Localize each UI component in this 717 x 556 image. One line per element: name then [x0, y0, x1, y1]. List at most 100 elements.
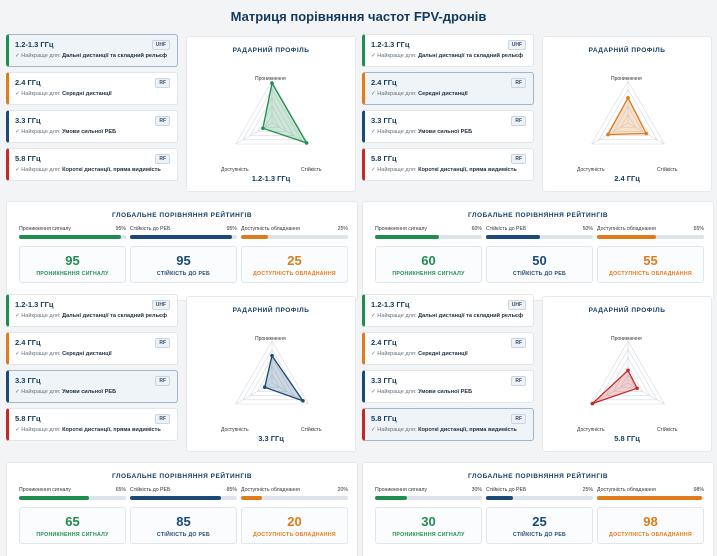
radar-profile-card: РАДАРНИЙ ПРОФІЛЬ Проникнення Стійкість Дост…: [186, 296, 356, 452]
score-label: ДОСТУПНІСТЬ ОБЛАДНАННЯ: [609, 532, 692, 538]
radar-axis-label: Проникнення: [611, 336, 642, 342]
radar-axis-label: Стійкість: [657, 427, 678, 433]
best-for-value: Середні дистанції: [418, 91, 468, 97]
frequency-card[interactable]: 2.4 ГГц RF ✓ Найкраще для: Середні дистанц…: [362, 72, 534, 105]
score-label: ПРОНИКНЕННЯ СИГНАЛУ: [36, 532, 109, 538]
radar-grid-ring: [235, 340, 309, 405]
metric-fill: [375, 235, 440, 239]
frequency-name: 1.2-1.3 ГГц: [371, 300, 410, 309]
radar-grid-ring: [264, 113, 280, 128]
best-for-prefix: ✓ Найкраще для:: [371, 389, 417, 395]
frequency-card[interactable]: 2.4 ГГц RF ✓ Найкраще для: Середні дистанц…: [6, 72, 178, 105]
best-for-value: Умови сильної РЕБ: [418, 129, 473, 135]
radar-title: РАДАРНИЙ ПРОФІЛЬ: [588, 47, 666, 54]
radar-axis-label: Доступність: [577, 167, 605, 173]
metric-label: Проникнення сигналу: [19, 487, 72, 493]
global-title: ГЛОБАЛЬНЕ ПОРІВНЯННЯ РЕЙТИНГІВ: [111, 473, 253, 480]
page-title: Матриця порівняння частот FPV-дронів: [230, 9, 487, 24]
best-for-text: ✓ Найкраще для: Короткі дистанції, пряма…: [15, 167, 161, 173]
frequency-card[interactable]: 5.8 ГГц RF ✓ Найкраще для: Короткі дистанц…: [6, 148, 178, 181]
radar-axis-line: [591, 382, 629, 405]
band-badge: RF: [155, 78, 170, 88]
metric-track: [486, 496, 593, 500]
frequency-card[interactable]: 1.2-1.3 ГГц UHF ✓ Найкраще для: Дальні дис…: [362, 294, 534, 327]
radar-data-point: [626, 96, 630, 100]
radar-grid-ring: [612, 105, 644, 132]
best-for-text: ✓ Найкраще для: Умови сильної РЕБ: [15, 129, 116, 135]
score-label: ПРОНИКНЕННЯ СИГНАЛУ: [392, 532, 465, 538]
radar-axis-label: Проникнення: [255, 336, 286, 342]
radar-axis-line: [591, 122, 629, 145]
best-for-prefix: ✓ Найкраще для:: [15, 427, 61, 433]
radar-grid-ring: [256, 365, 288, 392]
radar-profile-card: РАДАРНИЙ ПРОФІЛЬ Проникнення Стійкість Дост…: [186, 36, 356, 192]
radar-grid-ring: [605, 357, 651, 396]
score-label: ДОСТУПНІСТЬ ОБЛАДНАННЯ: [609, 271, 692, 277]
metric-percent: 95%: [226, 226, 237, 232]
frequency-name: 1.2-1.3 ГГц: [15, 40, 54, 49]
frequency-name: 1.2-1.3 ГГц: [15, 300, 54, 309]
frequency-card[interactable]: 5.8 ГГц RF ✓ Найкраще для: Короткі дистанц…: [362, 408, 534, 441]
best-for-prefix: ✓ Найкраще для:: [15, 389, 61, 395]
score-value: 25: [532, 514, 547, 529]
frequency-card[interactable]: 3.3 ГГц RF ✓ Найкраще для: Умови сильної Р…: [6, 370, 178, 403]
global-title: ГЛОБАЛЬНЕ ПОРІВНЯННЯ РЕЙТИНГІВ: [467, 473, 609, 480]
radar-title: РАДАРНИЙ ПРОФІЛЬ: [232, 47, 310, 54]
metric-label: Проникнення сигналу: [375, 226, 428, 232]
score-value: 95: [65, 253, 80, 268]
metric-fill: [19, 235, 121, 239]
score-value: 65: [65, 514, 80, 529]
radar-data-point: [606, 132, 610, 137]
frequency-card[interactable]: 2.4 ГГц RF ✓ Найкраще для: Середні дистанц…: [6, 332, 178, 365]
metric-fill: [597, 235, 656, 239]
best-for-text: ✓ Найкраще для: Середні дистанції: [15, 91, 112, 97]
frequency-name: 5.8 ГГц: [371, 414, 397, 423]
radar-axis-label: Доступність: [221, 427, 249, 433]
frequency-card[interactable]: 3.3 ГГц RF ✓ Найкраще для: Умови сильної Р…: [6, 110, 178, 143]
score-box: 98 ДОСТУПНІСТЬ ОБЛАДНАННЯ: [597, 507, 704, 544]
best-for-prefix: ✓ Найкраще для:: [371, 167, 417, 173]
radar-grid-ring: [242, 348, 302, 401]
frequency-card[interactable]: 1.2-1.3 ГГц UHF ✓ Найкраще для: Дальні дис…: [362, 34, 534, 67]
best-for-prefix: ✓ Найкраще для:: [371, 351, 417, 357]
radar-frequency-label: 5.8 ГГц: [614, 434, 640, 443]
score-box: 55 ДОСТУПНІСТЬ ОБЛАДНАННЯ: [597, 246, 704, 283]
frequency-card[interactable]: 1.2-1.3 ГГц UHF ✓ Найкраще для: Дальні дис…: [6, 34, 178, 67]
band-badge: UHF: [507, 300, 526, 310]
frequency-card[interactable]: 2.4 ГГц RF ✓ Найкраще для: Середні дистанц…: [362, 332, 534, 365]
frequency-card[interactable]: 5.8 ГГц RF ✓ Найкраще для: Короткі дистанц…: [362, 148, 534, 181]
metric-percent: 20%: [337, 487, 348, 493]
best-for-text: ✓ Найкраще для: Середні дистанції: [15, 351, 112, 357]
metric-label: Стійкість до РЕБ: [130, 226, 171, 232]
band-badge: RF: [155, 338, 170, 348]
frequency-card[interactable]: 5.8 ГГц RF ✓ Найкраще для: Короткі дистанц…: [6, 408, 178, 441]
frequency-card[interactable]: 3.3 ГГц RF ✓ Найкраще для: Умови сильної Р…: [362, 370, 534, 403]
frequency-card[interactable]: 1.2-1.3 ГГц UHF ✓ Найкраще для: Дальні дис…: [6, 294, 178, 327]
radar-data-area: [591, 369, 639, 405]
frequency-card[interactable]: 3.3 ГГц RF ✓ Найкраще для: Умови сильної Р…: [362, 110, 534, 143]
best-for-prefix: ✓ Найкраще для:: [15, 53, 61, 59]
radar-grid-ring: [591, 340, 665, 405]
metric-fill: [19, 496, 89, 500]
band-badge: UHF: [151, 40, 170, 50]
radar-data-point: [590, 401, 595, 406]
score-box: 65 ПРОНИКНЕННЯ СИГНАЛУ: [19, 507, 126, 544]
radar-axis-label: Доступність: [221, 167, 249, 173]
frequency-name: 3.3 ГГц: [15, 376, 41, 385]
metric-percent: 65%: [115, 487, 126, 493]
metric-track: [19, 235, 126, 239]
score-label: СТІЙКІСТЬ ДО РЕБ: [512, 532, 567, 538]
frequency-name: 5.8 ГГц: [15, 154, 41, 163]
frequency-name: 2.4 ГГц: [15, 78, 41, 87]
best-for-text: ✓ Найкраще для: Умови сильної РЕБ: [371, 389, 472, 395]
score-box: 50 СТІЙКІСТЬ ДО РЕБ: [486, 246, 593, 283]
radar-grid-ring: [620, 113, 636, 128]
metric-fill: [597, 496, 702, 500]
metric-track: [597, 235, 704, 239]
score-label: СТІЙКІСТЬ ДО РЕБ: [156, 271, 211, 277]
radar-grid-ring: [620, 373, 636, 388]
score-value: 20: [287, 514, 302, 529]
radar-axis-label: Проникнення: [255, 76, 286, 82]
band-badge: RF: [155, 116, 170, 126]
best-for-value: Дальні дистанції та складний рельєф: [62, 53, 168, 59]
